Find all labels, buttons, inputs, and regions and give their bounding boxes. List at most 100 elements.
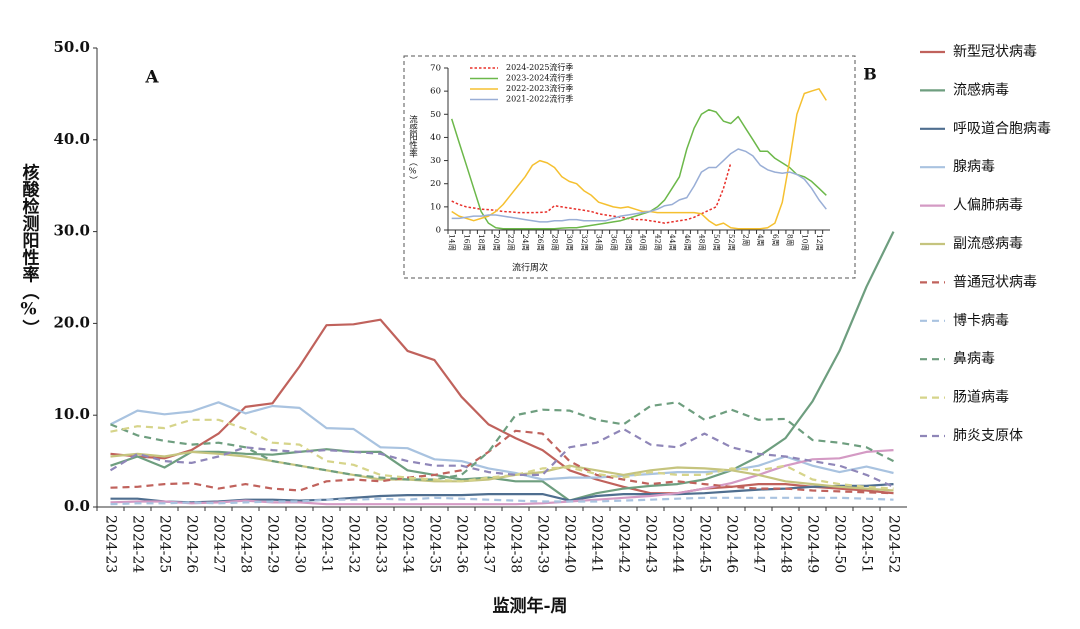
series-line xyxy=(110,496,894,506)
x-tick-label: 2024-30 xyxy=(292,515,308,573)
y-tick-label: 60 xyxy=(430,87,441,97)
y-tick-label: 70 xyxy=(430,64,441,74)
x-tick-label: 2024-51 xyxy=(859,515,875,573)
x-tick-label: 2024-40 xyxy=(562,515,578,573)
x-tick-label: 24周 xyxy=(521,234,530,251)
x-tick-label: 52周 xyxy=(727,234,736,251)
x-tick-label: 48周 xyxy=(697,234,706,251)
y-tick-label: 20 xyxy=(430,179,441,189)
y-tick-label: 50.0 xyxy=(53,38,90,56)
x-tick-label: 2024-28 xyxy=(238,515,254,573)
x-tick-label: 50周 xyxy=(712,234,721,251)
y-tick-label: 40.0 xyxy=(53,130,90,148)
series-line xyxy=(450,108,827,230)
x-tick-label: 32周 xyxy=(580,234,589,251)
x-tick-label: 2024-37 xyxy=(481,515,497,573)
x-tick-label: 2024-42 xyxy=(616,515,632,573)
series-line xyxy=(451,88,827,230)
x-tick-label: 2024-45 xyxy=(697,515,713,573)
series-line xyxy=(110,449,894,506)
x-tick-label: 10周 xyxy=(800,234,809,251)
x-tick-label: 2024-47 xyxy=(751,515,767,573)
series-line xyxy=(451,148,827,223)
x-tick-label: 2024-39 xyxy=(535,515,551,573)
x-tick-label: 4周 xyxy=(756,234,765,246)
legend-label: 鼻病毒 xyxy=(953,350,995,367)
y-tick-label: 40 xyxy=(430,133,441,143)
x-tick-label: 2024-41 xyxy=(589,515,605,573)
legend-label: 腺病毒 xyxy=(953,159,995,175)
x-tick-label: 2024-31 xyxy=(319,515,335,573)
y-tick-label: 30.0 xyxy=(53,222,90,240)
x-tick-label: 2024-36 xyxy=(454,515,470,573)
x-tick-label: 2024-35 xyxy=(427,515,443,573)
x-tick-label: 40周 xyxy=(639,234,648,251)
x-tick-label: 6周 xyxy=(771,234,780,246)
y-tick-label: 10 xyxy=(430,202,441,212)
legend-label: 呼吸道合胞病毒 xyxy=(953,121,1051,137)
y-tick-label: 0 xyxy=(436,226,441,236)
y-tick-label: 30 xyxy=(430,156,441,166)
legend-label: 2022-2023流行季 xyxy=(506,83,573,93)
x-tick-label: 2周 xyxy=(742,234,751,246)
legend-label: 人偏肺病毒 xyxy=(953,198,1023,214)
series-line xyxy=(110,483,894,504)
x-axis-label: 流行周次 xyxy=(512,262,548,274)
x-tick-label: 2024-52 xyxy=(886,515,902,573)
legend-label: 流感病毒 xyxy=(953,81,1009,98)
x-tick-label: 2024-32 xyxy=(346,515,362,573)
legend-label: 2024-2025流行季 xyxy=(506,62,573,72)
series-line xyxy=(110,418,894,490)
x-tick-label: 2024-48 xyxy=(778,515,794,573)
y-tick-label: 50 xyxy=(430,110,441,120)
y-axis-label: 流感阳性率（%） xyxy=(408,115,418,185)
series-line xyxy=(109,427,894,488)
x-tick-label: 2024-46 xyxy=(724,515,740,573)
inset-frame xyxy=(403,55,856,279)
x-tick-label: 44周 xyxy=(668,234,677,251)
x-tick-label: 42周 xyxy=(653,234,662,251)
legend-label: 肺炎支原体 xyxy=(953,428,1023,444)
series-line xyxy=(110,401,895,481)
x-axis-label: 监测年-周 xyxy=(492,596,567,617)
x-tick-label: 26周 xyxy=(536,234,545,251)
series-line xyxy=(110,450,894,492)
x-tick-label: 20周 xyxy=(492,234,501,251)
x-tick-label: 2024-26 xyxy=(184,515,200,573)
legend-label: 副流感病毒 xyxy=(953,235,1023,252)
x-tick-label: 18周 xyxy=(477,234,486,251)
x-tick-label: 12周 xyxy=(815,234,824,251)
x-tick-label: 2024-29 xyxy=(265,515,281,573)
panel-label: A xyxy=(144,68,159,88)
legend-label: 肠道病毒 xyxy=(953,390,1009,406)
x-tick-label: 2024-34 xyxy=(400,515,416,573)
x-tick-label: 28周 xyxy=(551,234,560,251)
x-tick-label: 2024-27 xyxy=(211,515,227,573)
y-tick-label: 20.0 xyxy=(53,313,90,331)
x-tick-label: 2024-24 xyxy=(130,515,146,573)
x-tick-label: 14周 xyxy=(448,234,457,251)
legend-label: 新型冠状病毒 xyxy=(953,44,1037,60)
legend-label: 2023-2024流行季 xyxy=(506,73,573,83)
x-tick-label: 34周 xyxy=(595,234,604,251)
x-tick-label: 2024-33 xyxy=(373,515,389,573)
panel-label: B xyxy=(863,65,877,84)
legend-label: 2021-2022流行季 xyxy=(506,94,573,104)
y-tick-label: 0.0 xyxy=(64,497,90,515)
legend-label: 博卡病毒 xyxy=(953,312,1009,329)
x-tick-label: 46周 xyxy=(683,234,692,251)
series-line xyxy=(109,401,894,481)
x-tick-label: 38周 xyxy=(624,234,633,251)
y-tick-label: 10.0 xyxy=(53,405,90,423)
legend-label: 普通冠状病毒 xyxy=(953,274,1037,290)
x-tick-label: 36周 xyxy=(609,234,618,251)
x-tick-label: 16周 xyxy=(462,234,471,251)
x-tick-label: 30周 xyxy=(565,234,574,251)
y-axis-label: 核酸检测阳性率（%） xyxy=(19,162,40,336)
x-tick-label: 2024-44 xyxy=(670,515,686,573)
x-tick-label: 2024-49 xyxy=(805,515,821,573)
x-tick-label: 22周 xyxy=(506,234,515,251)
x-tick-label: 8周 xyxy=(786,234,795,246)
x-tick-label: 2024-38 xyxy=(508,515,524,573)
